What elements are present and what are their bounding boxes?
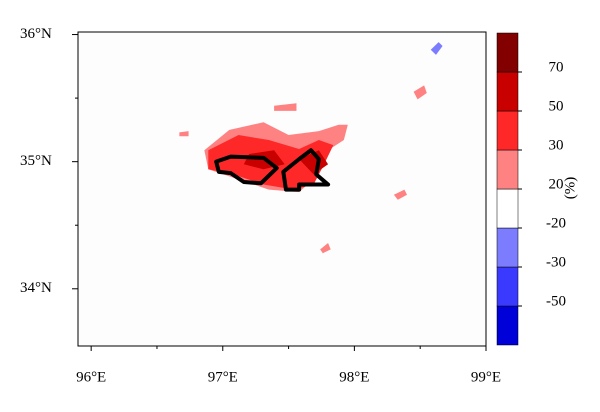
region-outline: [281, 148, 331, 192]
contour-region: [299, 150, 329, 175]
plot-frame: [77, 31, 487, 347]
colorbar-tick-label: 20: [549, 176, 564, 192]
contour-region: [320, 243, 331, 254]
colorbar-tick-label: -30: [546, 254, 566, 270]
x-tick-label: 99°E: [471, 369, 501, 385]
contour-region: [179, 131, 189, 137]
y-tick-label: 34°N: [20, 280, 52, 296]
colorbar-swatch: [496, 110, 519, 151]
x-tick-label: 96°E: [76, 369, 106, 385]
contour-region: [274, 103, 297, 111]
colorbar-swatch: [496, 305, 519, 346]
contour-region: [430, 42, 443, 55]
x-tick-label: 98°E: [339, 369, 369, 385]
region-outline: [214, 154, 279, 186]
colorbar-tick-label: 30: [549, 137, 564, 153]
colorbar-swatch: [496, 149, 519, 190]
x-tick-label: 97°E: [208, 369, 238, 385]
contour-region: [393, 189, 408, 200]
colorbar-swatch: [496, 71, 519, 112]
colorbar-tick-label: -20: [546, 215, 566, 231]
colorbar-swatch: [496, 266, 519, 307]
colorbar-label: (%): [562, 177, 578, 200]
colorbar-tick-label: 70: [549, 59, 564, 75]
y-tick-label: 36°N: [20, 26, 52, 42]
colorbar-tick-label: -50: [546, 293, 566, 309]
colorbar-swatch: [496, 32, 519, 73]
contour-region: [413, 85, 427, 100]
colorbar-swatch: [496, 227, 519, 268]
colorbar-swatch: [496, 188, 519, 229]
colorbar-tick-label: 50: [549, 98, 564, 114]
y-tick-label: 35°N: [20, 153, 52, 169]
